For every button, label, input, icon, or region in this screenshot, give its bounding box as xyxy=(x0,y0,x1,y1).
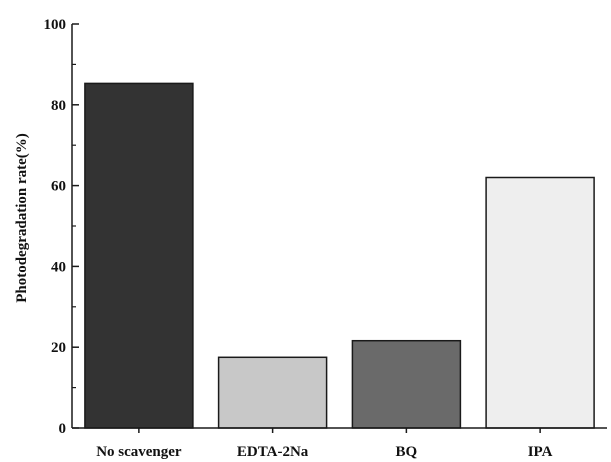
y-axis-title: Photodegradation rate(%) xyxy=(14,133,30,303)
y-tick-label-5: 100 xyxy=(44,17,67,33)
y-tick-label-2: 40 xyxy=(51,259,66,275)
y-tick-label-3: 60 xyxy=(51,179,66,195)
bar-1 xyxy=(217,356,328,429)
x-tick-label-2: BQ xyxy=(396,444,418,460)
x-tick-label-0: No scavenger xyxy=(96,444,182,460)
bar-2 xyxy=(351,339,462,429)
bar-0 xyxy=(84,82,194,429)
plot-area: No scavenger EDTA-2Na BQ IPA 0 20 40 60 80 100 xyxy=(44,17,607,460)
x-tick-label-1: EDTA-2Na xyxy=(237,444,309,460)
y-tick-label-1: 20 xyxy=(51,340,66,356)
y-tick-label-0: 0 xyxy=(59,421,67,437)
bar-3 xyxy=(485,176,595,429)
y-tick-label-4: 80 xyxy=(51,98,66,114)
x-tick-label-3: IPA xyxy=(528,444,553,460)
